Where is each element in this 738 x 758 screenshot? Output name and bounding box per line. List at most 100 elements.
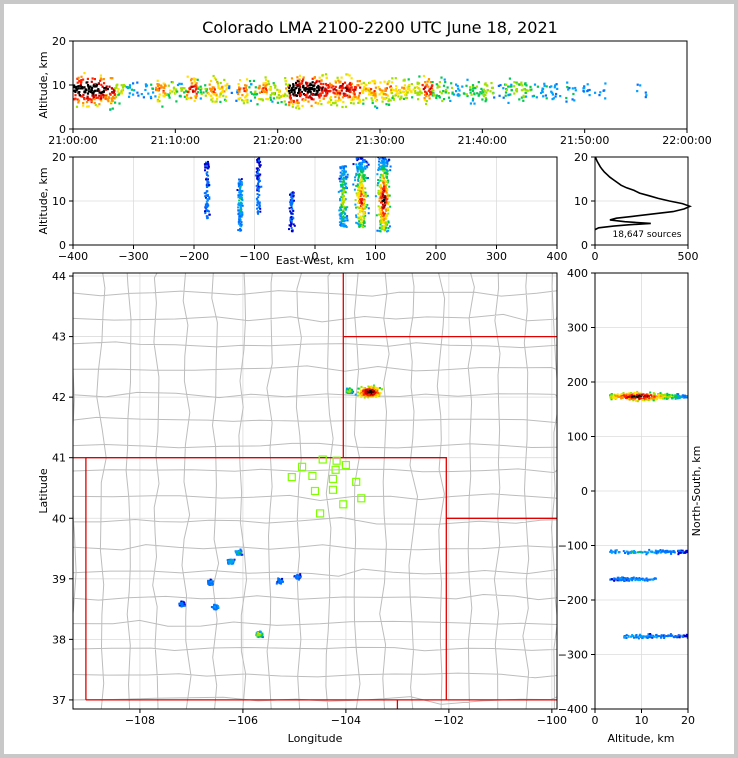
lightning-source bbox=[215, 100, 218, 103]
lightning-source bbox=[418, 82, 421, 85]
lightning-source bbox=[472, 87, 475, 90]
lightning-source bbox=[346, 215, 349, 217]
lightning-source bbox=[678, 549, 681, 552]
state-borders bbox=[73, 273, 557, 709]
lightning-source bbox=[288, 96, 291, 99]
lightning-source bbox=[211, 97, 214, 100]
lightning-source bbox=[684, 396, 687, 399]
lightning-source bbox=[130, 88, 133, 91]
lightning-source bbox=[341, 191, 344, 194]
lma-station-marker bbox=[316, 509, 325, 518]
lightning-source bbox=[362, 218, 365, 221]
lightning-source bbox=[631, 634, 634, 636]
lightning-source bbox=[290, 192, 293, 195]
lightning-source bbox=[622, 577, 625, 580]
lightning-source bbox=[291, 87, 294, 90]
lightning-source bbox=[442, 90, 445, 93]
lightning-source bbox=[352, 183, 355, 186]
lightning-source bbox=[291, 212, 294, 215]
lightning-source bbox=[403, 78, 406, 81]
lightning-source bbox=[192, 90, 195, 93]
lightning-source bbox=[395, 92, 398, 95]
lightning-source bbox=[248, 80, 252, 83]
y-tick-label: 42 bbox=[52, 391, 66, 404]
lightning-source bbox=[609, 578, 612, 581]
lightning-source bbox=[638, 634, 641, 637]
lightning-source bbox=[523, 88, 526, 91]
ns-height-xlabel: Altitude, km bbox=[607, 732, 674, 745]
lightning-source bbox=[109, 77, 112, 80]
lightning-source bbox=[291, 202, 294, 205]
lightning-source bbox=[621, 576, 624, 579]
lightning-source bbox=[264, 87, 267, 90]
y-tick-label: −400 bbox=[558, 703, 588, 716]
lightning-source bbox=[186, 97, 190, 100]
lightning-source bbox=[206, 182, 209, 185]
lightning-source bbox=[380, 91, 383, 94]
lightning-source bbox=[556, 87, 559, 90]
lightning-source bbox=[237, 209, 240, 212]
lightning-source bbox=[103, 82, 106, 85]
lightning-source bbox=[93, 78, 96, 81]
lightning-source bbox=[94, 82, 97, 86]
lightning-source bbox=[518, 83, 521, 86]
lightning-source bbox=[188, 90, 191, 93]
lightning-source bbox=[361, 167, 364, 170]
lightning-source bbox=[347, 96, 350, 99]
lightning-source bbox=[371, 101, 374, 105]
lightning-source bbox=[668, 395, 671, 398]
lightning-source bbox=[318, 80, 321, 83]
lightning-source bbox=[659, 395, 662, 398]
lightning-source bbox=[387, 201, 389, 204]
lightning-source bbox=[341, 84, 344, 87]
lightning-source bbox=[639, 579, 642, 582]
lightning-source bbox=[256, 176, 259, 179]
lightning-source bbox=[418, 87, 421, 91]
lightning-source bbox=[292, 99, 295, 103]
lightning-source bbox=[571, 98, 574, 101]
lightning-source bbox=[283, 100, 286, 103]
lightning-source bbox=[368, 89, 371, 92]
lightning-source bbox=[358, 164, 361, 167]
lightning-source bbox=[317, 94, 321, 97]
lightning-source bbox=[381, 206, 384, 209]
lightning-source bbox=[342, 209, 345, 212]
lightning-source bbox=[360, 203, 363, 206]
lightning-source bbox=[641, 551, 644, 554]
lightning-source bbox=[385, 197, 388, 200]
lightning-source bbox=[366, 194, 369, 197]
lightning-source bbox=[345, 165, 347, 168]
lightning-source bbox=[193, 95, 196, 98]
lightning-source bbox=[339, 198, 341, 201]
lightning-source bbox=[93, 101, 96, 105]
lightning-source bbox=[284, 103, 287, 106]
lightning-source bbox=[413, 86, 416, 89]
lightning-source bbox=[371, 393, 374, 396]
lightning-source bbox=[653, 395, 656, 398]
lightning-source bbox=[502, 87, 505, 90]
lightning-source bbox=[391, 81, 394, 84]
lightning-source bbox=[477, 94, 480, 97]
lightning-source bbox=[82, 93, 85, 96]
lightning-source bbox=[669, 633, 672, 636]
lightning-source bbox=[266, 98, 270, 101]
lma-station-marker bbox=[287, 473, 296, 482]
lightning-source bbox=[132, 93, 135, 96]
lightning-source bbox=[398, 88, 402, 92]
lightning-source bbox=[471, 99, 474, 102]
lightning-source bbox=[379, 392, 382, 395]
lightning-source bbox=[657, 395, 660, 398]
lightning-source bbox=[289, 203, 292, 206]
lightning-source bbox=[384, 168, 387, 171]
lightning-source bbox=[194, 88, 197, 91]
lma-station-marker bbox=[331, 465, 340, 474]
lightning-source bbox=[255, 197, 258, 200]
lightning-source bbox=[364, 394, 367, 397]
lightning-source bbox=[623, 636, 626, 638]
lightning-source bbox=[646, 579, 649, 582]
lightning-source bbox=[313, 89, 316, 92]
lightning-source bbox=[361, 163, 364, 166]
lightning-source bbox=[320, 79, 323, 82]
